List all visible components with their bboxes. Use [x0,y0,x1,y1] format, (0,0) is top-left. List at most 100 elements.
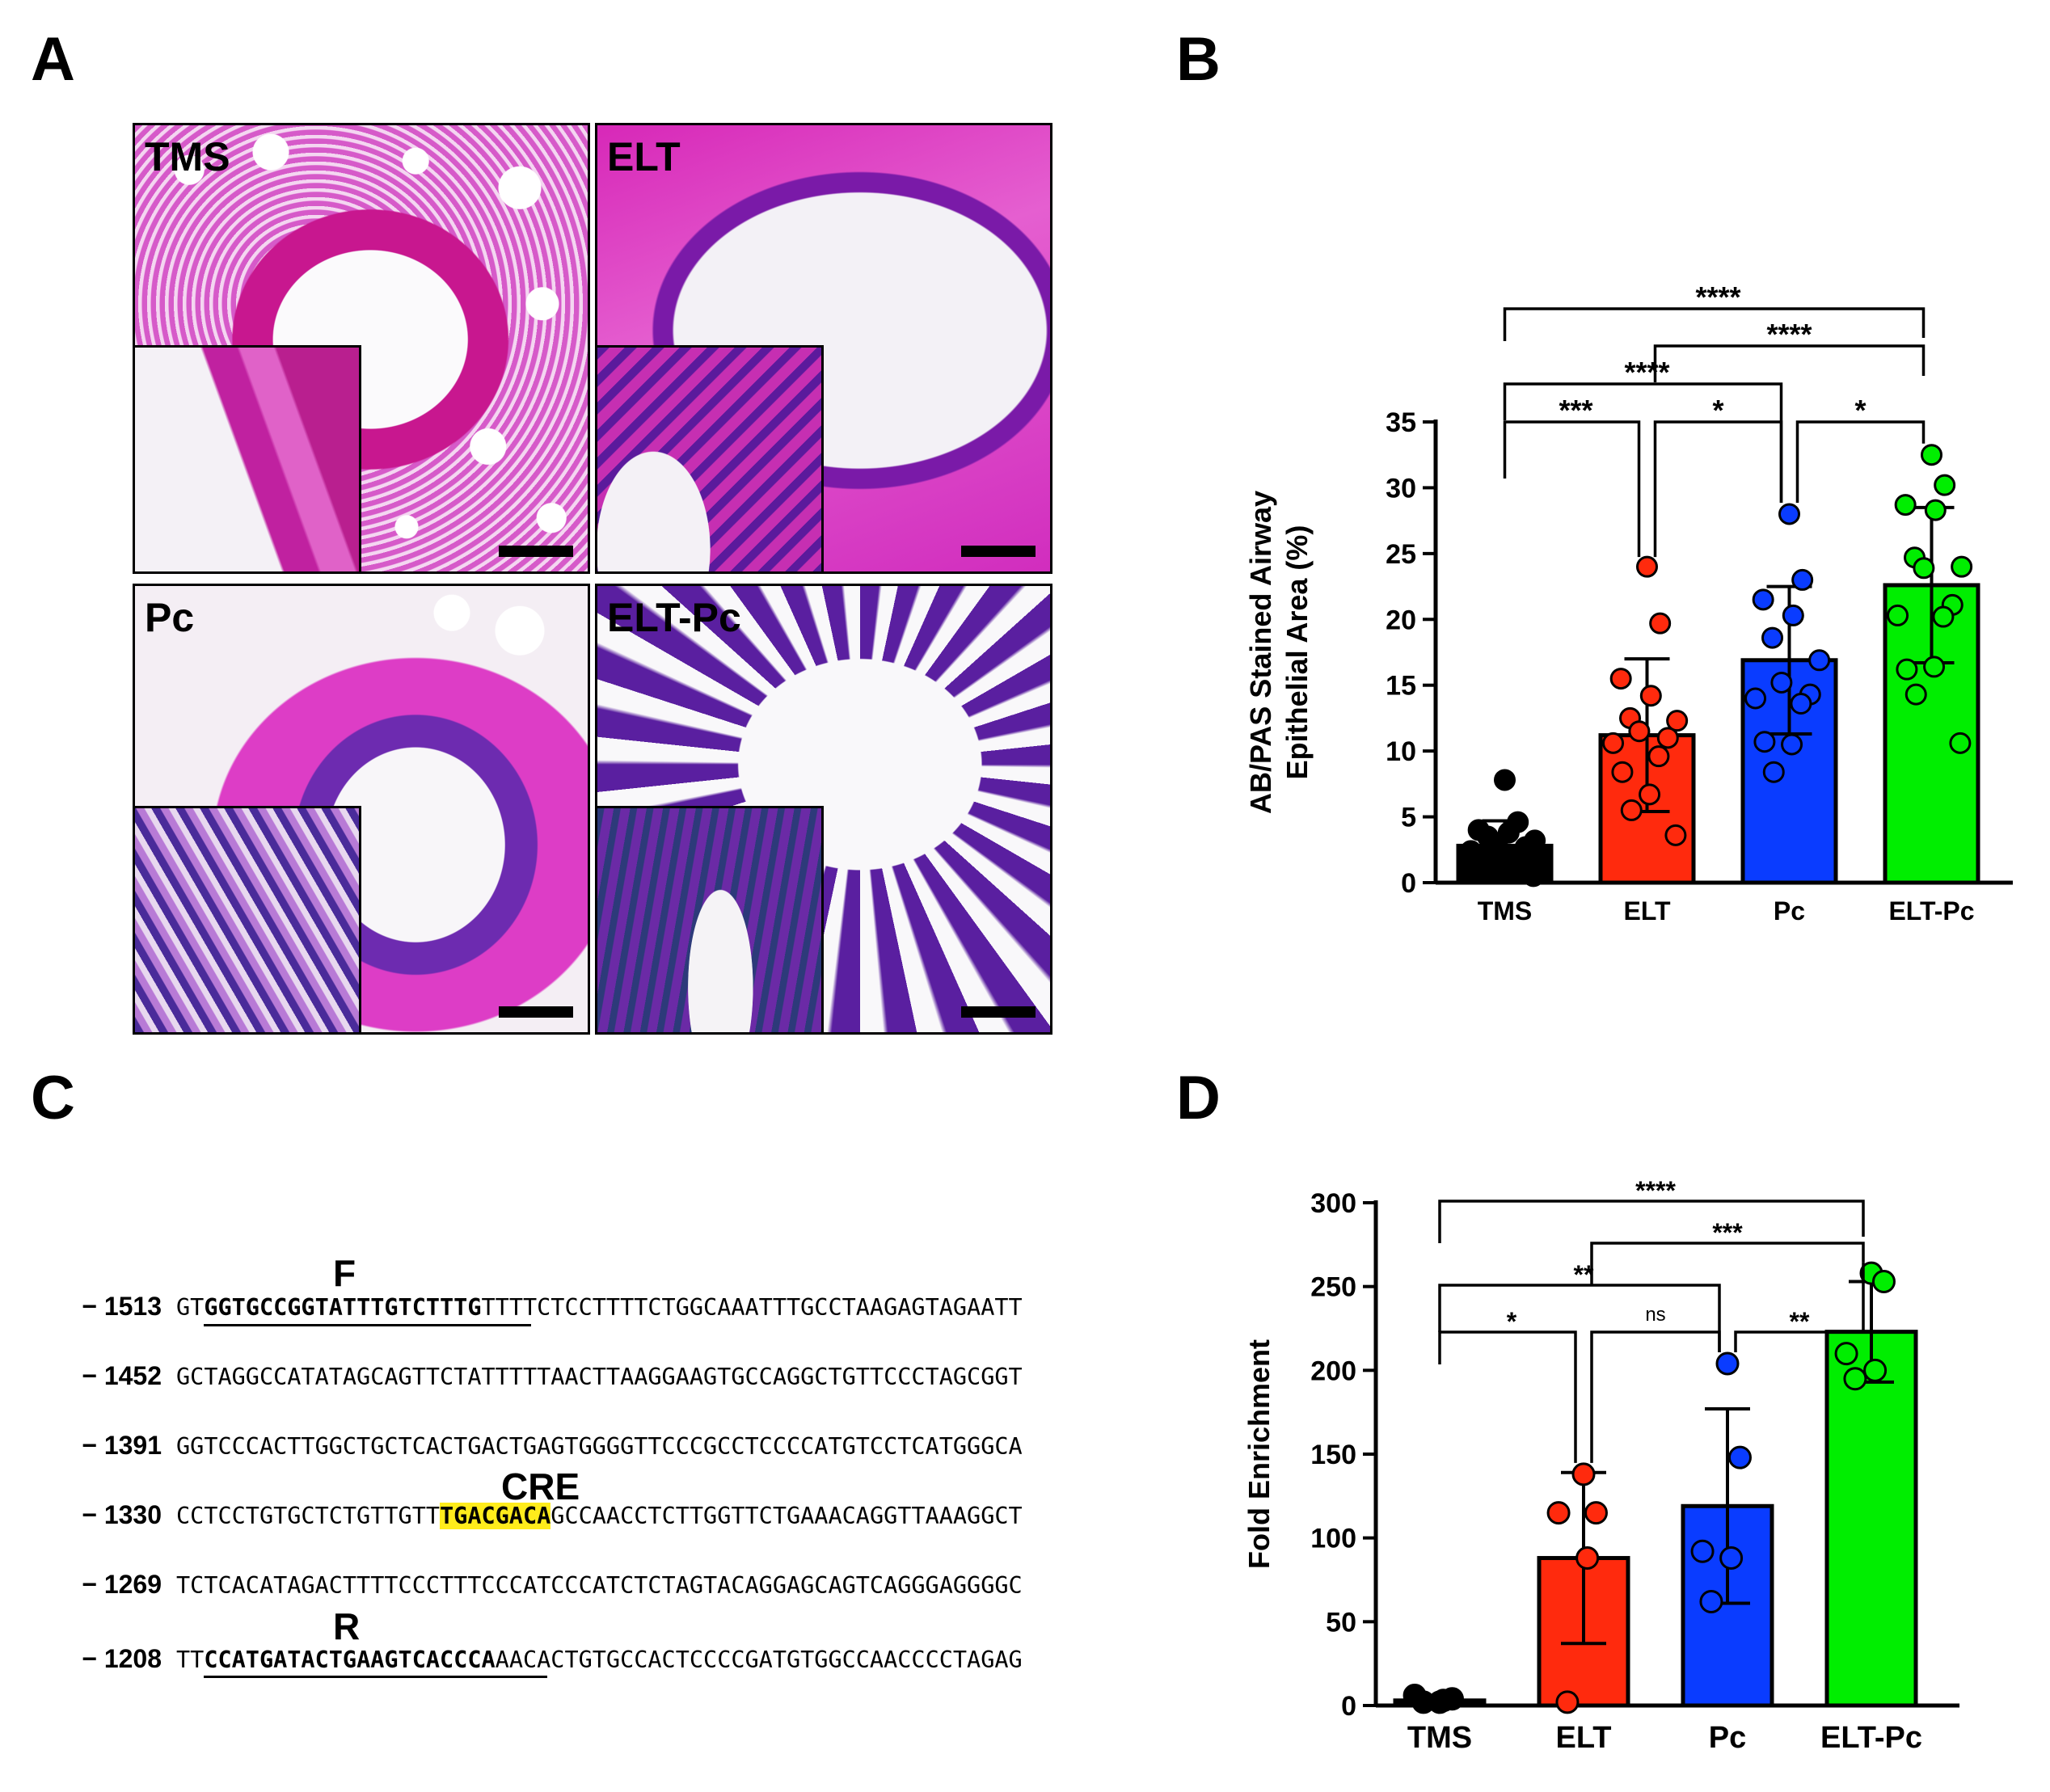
category-label: ELT-Pc [1888,896,1974,926]
data-point [1834,1342,1858,1366]
significance-label: *** [1559,394,1592,427]
micrograph-pc: Pc [133,584,590,1035]
scale-bar [961,546,1036,557]
sequence-text: CCTCCTGTGCTCTGTTGTT [176,1503,441,1529]
significance-label: *** [1712,1218,1743,1247]
category-label: Pc [1709,1721,1746,1755]
reverse-primer-label: R [333,1605,361,1647]
significance-label: * [1507,1307,1517,1336]
data-point [1761,626,1784,649]
significance-bracket [1734,1262,1865,1353]
micrograph-label-elt: ELT [607,134,681,179]
data-point [1904,683,1927,706]
y-tick-label: 300 [1310,1188,1356,1219]
data-point [1666,710,1689,732]
sequence-position: − 1391 [82,1431,162,1460]
category-label: TMS [1478,896,1533,926]
data-point [1664,824,1687,846]
micrograph-inset-pc [135,806,361,1032]
micrograph-elt: ELT [595,123,1052,574]
micrograph-inset-elt [597,345,824,571]
data-point [1494,769,1516,791]
sequence-position: − 1208 [82,1644,162,1673]
y-tick-label: 10 [1386,736,1416,767]
y-axis-label: Epithelial Area (%) [1280,525,1314,780]
micrograph-inset-tms [135,345,361,571]
micrograph-tms: TMS [133,123,590,574]
y-axis-label: AB/PAS Stained Airway [1244,491,1277,814]
data-point [1656,727,1679,749]
y-tick-label: 100 [1310,1524,1356,1554]
data-point [1715,1351,1740,1376]
significance-bracket [1438,1200,1865,1243]
significance-label: * [1854,394,1866,427]
data-point [1478,859,1500,882]
sequence-text: TTTTCTCCTTTTCTGGCAAATTTGCCTAAGAGTAGAATT [481,1294,1023,1321]
data-point [1778,503,1800,525]
sequence-text: GCCAACCTCTTGGTTCTGAAACAGGTTAAAGGCT [550,1503,1023,1529]
significance-label: ns [1645,1304,1665,1326]
sequence-row: − 1330 CCTCCTGTGCTCTGTTGTTTGACGACAGCCAACC… [32,1500,1023,1530]
data-point [1843,1367,1867,1391]
y-tick-label: 25 [1386,539,1416,570]
micrograph-label-elt-pc: ELT-Pc [607,595,741,640]
significance-bracket [1653,344,1926,382]
significance-bracket [1438,1284,1721,1353]
data-point [1923,656,1946,678]
data-point [1699,1589,1723,1613]
data-point [1752,588,1774,611]
data-point [1411,1690,1436,1714]
data-point [1727,1445,1752,1469]
sequence-position: − 1513 [82,1292,162,1321]
significance-bracket [1653,420,1783,558]
significance-label: **** [1635,1176,1676,1205]
data-point [1649,612,1672,635]
data-point [1647,745,1670,768]
micrograph-label-tms: TMS [145,134,230,179]
y-axis-label: Fold Enrichment [1242,1339,1276,1569]
significance-bracket [1590,1330,1721,1463]
sequence-text: GT [176,1294,205,1321]
data-point [1887,604,1909,626]
sequence-position: − 1330 [82,1500,162,1529]
y-tick-label: 0 [1341,1691,1356,1722]
micrograph-label-pc: Pc [145,595,195,640]
reverse-primer-sequence: CCATGATACTGAAGTCACCCA [204,1647,496,1673]
data-point [1921,444,1942,466]
y-tick-label: 20 [1386,605,1416,635]
data-point [1496,855,1519,878]
significance-bracket [1503,382,1783,503]
chart-b: 0 5 10 15 20 25 30 35 AB/PAS Stained Airway Epith… [1244,280,2013,926]
category-label: TMS [1407,1721,1472,1755]
significance-bracket [1795,420,1926,503]
category-label: ELT [1623,896,1671,926]
significance-label: **** [1624,356,1669,389]
data-point [1770,671,1793,694]
sequence-row: − 1513 GTGGTGCCGGTATTTGTCTTTGTTTTCTCCTTTT… [32,1292,1023,1322]
bar [1824,1330,1918,1708]
panel-label-a: A [31,25,75,94]
data-point [1522,865,1545,888]
sequence-text: GGTCCCACTTGGCTGCTCACTGACTGAGTGGGGTTCCCGC… [176,1433,1023,1460]
forward-primer-label: F [333,1252,356,1294]
data-point [1571,1462,1596,1486]
y-tick-label: 250 [1310,1272,1356,1303]
panel-label-b: B [1176,25,1221,94]
forward-primer-sequence: GGTGCCGGTATTTGTCTTTG [204,1294,482,1321]
data-point [1781,733,1803,756]
data-point [1791,568,1814,591]
sequence-position: − 1269 [82,1570,162,1599]
significance-label: * [1712,394,1723,427]
reverse-primer-underline [204,1676,547,1678]
y-tick-label: 35 [1386,407,1416,438]
data-point [1639,685,1662,707]
data-point [1871,1269,1896,1293]
data-point [1863,1358,1888,1382]
micrograph-elt-pc: ELT-Pc [595,584,1052,1035]
significance-label: **** [1695,280,1740,314]
data-point [1894,494,1917,517]
data-point [1913,557,1935,580]
sequence-text: AACACTGTGCCACTCCCCGATGTGGCCAACCCCTAGAG [495,1647,1023,1673]
data-point [1790,693,1812,715]
y-tick-label: 50 [1326,1607,1356,1638]
